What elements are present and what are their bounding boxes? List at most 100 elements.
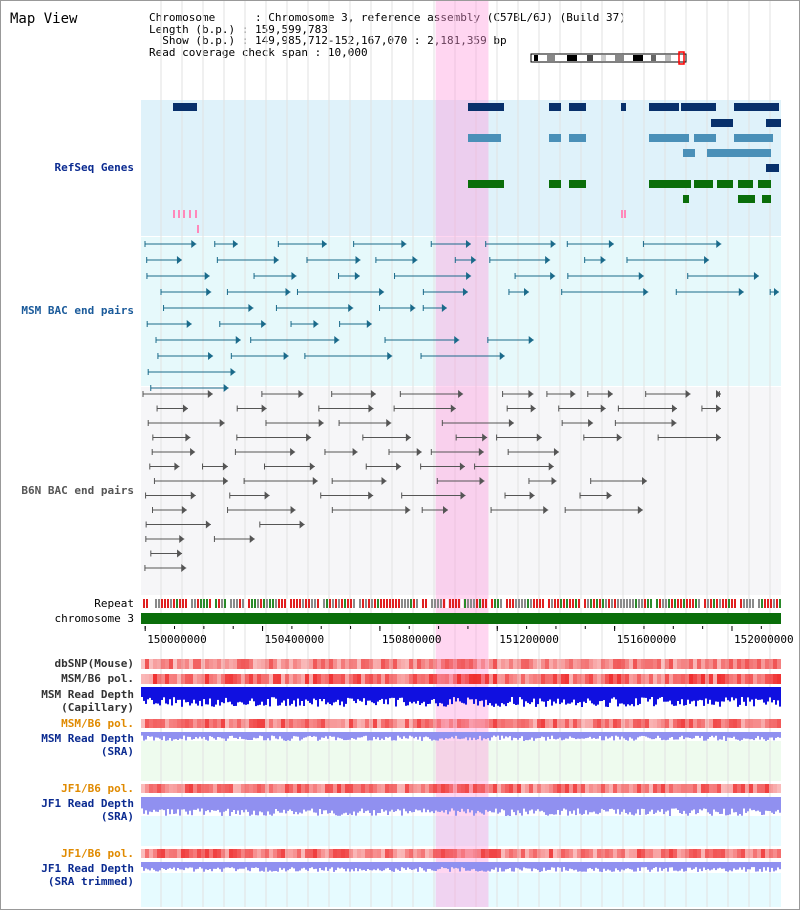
- jf1-sra-depth-bar: [295, 797, 297, 812]
- label-msm-b6-pol[interactable]: MSM/B6 pol.: [61, 672, 134, 685]
- jf1-sra-depth-bar: [627, 797, 629, 815]
- jf1-trimmed-depth-bar: [197, 862, 199, 869]
- jf1-b6-pol-trimmed-strip: [637, 849, 641, 858]
- msm-b6-pol-strip: [521, 674, 525, 684]
- msm-sra-depth-bar: [283, 732, 285, 741]
- label-b6n-bac-end-pairs[interactable]: B6N BAC end pairs: [21, 484, 134, 497]
- msm-sra-depth-bar: [649, 732, 651, 739]
- jf1-b6-pol-strip: [241, 784, 245, 793]
- label-jf1-read-depth-trimmed[interactable]: JF1 Read Depth: [41, 862, 134, 875]
- jf1-trimmed-depth-bar: [185, 862, 187, 868]
- msm-capillary-depth-bar: [657, 687, 659, 700]
- msm-capillary-depth-bar: [365, 687, 367, 706]
- msm-capillary-depth-bar: [395, 687, 397, 707]
- jf1-trimmed-depth-bar: [763, 862, 765, 868]
- jf1-trimmed-depth-bar: [775, 862, 777, 871]
- msm-sra-depth-bar: [441, 732, 443, 739]
- label-jf1-b6-pol[interactable]: JF1/B6 pol.: [61, 782, 134, 795]
- msm-sra-depth-bar: [647, 732, 649, 738]
- jf1-b6-pol-trimmed-strip: [761, 849, 765, 858]
- msm-capillary-depth-bar: [291, 687, 293, 704]
- msm-capillary-depth-bar: [597, 687, 599, 705]
- jf1-trimmed-depth-bar: [337, 862, 339, 868]
- msm-sra-depth-bar: [509, 732, 511, 737]
- msm-b6-pol-sra-strip: [341, 719, 345, 728]
- msm-b6-pol-sra-strip: [537, 719, 541, 728]
- msm-b6-pol-strip: [765, 674, 769, 684]
- msm-sra-depth-bar: [189, 732, 191, 737]
- jf1-b6-pol-strip: [365, 784, 369, 793]
- msm-sra-depth-bar: [273, 732, 275, 737]
- dbsnp-density-strip: [525, 659, 529, 669]
- msm-sra-depth-bar: [755, 732, 757, 739]
- jf1-sra-depth-bar: [661, 797, 663, 810]
- msm-capillary-depth-bar: [467, 687, 469, 698]
- dbsnp-density-strip: [261, 659, 265, 669]
- msm-sra-depth-bar: [543, 732, 545, 738]
- jf1-trimmed-depth-bar: [453, 862, 455, 869]
- dbsnp-density-strip: [773, 659, 777, 669]
- jf1-trimmed-depth-bar: [413, 862, 415, 870]
- jf1-sra-depth-bar: [529, 797, 531, 811]
- dbsnp-density-strip: [753, 659, 757, 669]
- msm-b6-pol-strip: [725, 674, 729, 684]
- msm-b6-pol-sra-strip: [153, 719, 157, 728]
- jf1-b6-pol-strip: [561, 784, 565, 793]
- jf1-sra-depth-bar: [655, 797, 657, 813]
- dbsnp-density-strip: [505, 659, 509, 669]
- msm-sra-depth-bar: [419, 732, 421, 737]
- msm-capillary-depth-bar: [331, 687, 333, 706]
- track-backgrounds: [141, 100, 781, 907]
- label-refseq-genes[interactable]: RefSeq Genes: [54, 161, 134, 174]
- jf1-trimmed-depth-bar: [151, 862, 153, 869]
- refseq-gene-arrow: [569, 103, 575, 111]
- msm-b6-pol-sra-strip: [549, 719, 553, 728]
- jf1-b6-pol-trimmed-strip: [417, 849, 421, 858]
- msm-b6-pol-strip: [501, 674, 505, 684]
- label-dbsnp[interactable]: dbSNP(Mouse): [54, 657, 134, 670]
- msm-sra-depth-bar: [611, 732, 613, 737]
- track-features[interactable]: [141, 103, 781, 872]
- jf1-b6-pol-strip: [181, 784, 185, 793]
- repeat-element: [740, 599, 742, 608]
- jf1-trimmed-depth-bar: [615, 862, 617, 869]
- jf1-trimmed-depth-bar: [513, 862, 515, 872]
- refseq-gene-fragment: [178, 210, 180, 218]
- jf1-sra-depth-bar: [447, 797, 449, 815]
- dbsnp-density-strip: [145, 659, 149, 669]
- label-chromosome: chromosome 3: [54, 612, 134, 625]
- msm-capillary-depth-bar: [723, 687, 725, 702]
- label-jf1-read-depth-sra[interactable]: JF1 Read Depth: [41, 797, 134, 810]
- msm-capillary-depth-bar: [193, 687, 195, 700]
- msm-b6-pol-strip: [441, 674, 445, 684]
- b6n-bac-pair-arrow: [207, 390, 213, 398]
- msm-sra-depth-bar: [409, 732, 411, 736]
- jf1-trimmed-depth-bar: [263, 862, 265, 872]
- jf1-trimmed-depth-bar: [391, 862, 393, 872]
- repeat-element: [680, 599, 682, 608]
- jf1-b6-pol-strip: [701, 784, 705, 793]
- repeat-element: [530, 599, 532, 608]
- chromosome-ideogram[interactable]: [530, 51, 687, 65]
- msm-bac-pair-arrow: [235, 336, 241, 344]
- jf1-sra-depth-bar: [705, 797, 707, 809]
- jf1-trimmed-depth-bar: [433, 862, 435, 871]
- label-msm-read-depth-sra[interactable]: MSM Read Depth: [41, 732, 134, 745]
- label-msm-bac-end-pairs[interactable]: MSM BAC end pairs: [21, 304, 134, 317]
- msm-b6-pol-strip: [389, 674, 393, 684]
- jf1-sra-depth-bar: [427, 797, 429, 810]
- dbsnp-density-strip: [597, 659, 601, 669]
- label-jf1-b6-pol-trimmed[interactable]: JF1/B6 pol.: [61, 847, 134, 860]
- dbsnp-density-strip: [657, 659, 661, 669]
- dbsnp-density-strip: [153, 659, 157, 669]
- jf1-b6-pol-trimmed-strip: [157, 849, 161, 858]
- jf1-sra-depth-bar: [235, 797, 237, 814]
- jf1-b6-pol-trimmed-strip: [433, 849, 437, 858]
- jf1-sra-depth-bar: [357, 797, 359, 813]
- label-msm-read-depth-capillary[interactable]: MSM Read Depth: [41, 688, 134, 701]
- label-msm-b6-pol-sra[interactable]: MSM/B6 pol.: [61, 717, 134, 730]
- msm-capillary-depth-bar: [383, 687, 385, 704]
- msm-b6-pol-strip: [201, 674, 205, 684]
- jf1-b6-pol-trimmed-strip: [241, 849, 245, 858]
